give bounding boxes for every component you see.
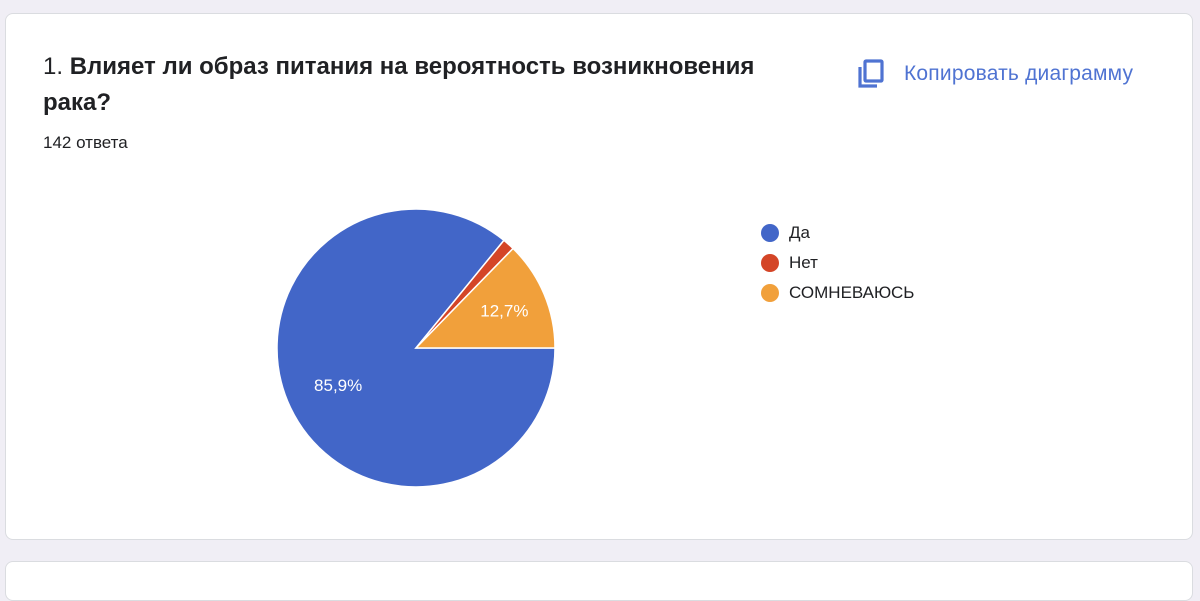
legend-swatch-1 — [761, 254, 779, 272]
chart-legend: Да Нет СОМНЕВАЮСЬ — [761, 218, 914, 308]
next-question-card — [5, 561, 1193, 601]
legend-item-2: СОМНЕВАЮСЬ — [761, 278, 914, 308]
pie-label-0: 85,9% — [314, 376, 362, 395]
pie-label-2: 12,7% — [480, 302, 528, 321]
legend-swatch-0 — [761, 224, 779, 242]
legend-label-1: Нет — [789, 253, 818, 272]
legend-swatch-2 — [761, 284, 779, 302]
question-title: 1. Влияет ли образ питания на вероятност… — [43, 49, 803, 121]
legend-label-0: Да — [789, 223, 810, 242]
legend-label-2: СОМНЕВАЮСЬ — [789, 283, 915, 302]
copy-chart-button[interactable]: Копировать диаграмму — [855, 54, 1133, 94]
question-card: 1. Влияет ли образ питания на вероятност… — [5, 13, 1193, 540]
copy-chart-label: Копировать диаграмму — [904, 62, 1134, 85]
question-text: Влияет ли образ питания на вероятность в… — [43, 53, 755, 116]
response-count: 142 ответа — [43, 133, 128, 152]
question-number: 1. — [43, 53, 64, 80]
legend-item-1: Нет — [761, 248, 914, 278]
copy-icon — [855, 58, 887, 90]
pie-slice-2[interactable] — [414, 247, 556, 349]
legend-item-0: Да — [761, 218, 914, 248]
pie-chart: 85,9% 12,7% — [276, 208, 556, 488]
